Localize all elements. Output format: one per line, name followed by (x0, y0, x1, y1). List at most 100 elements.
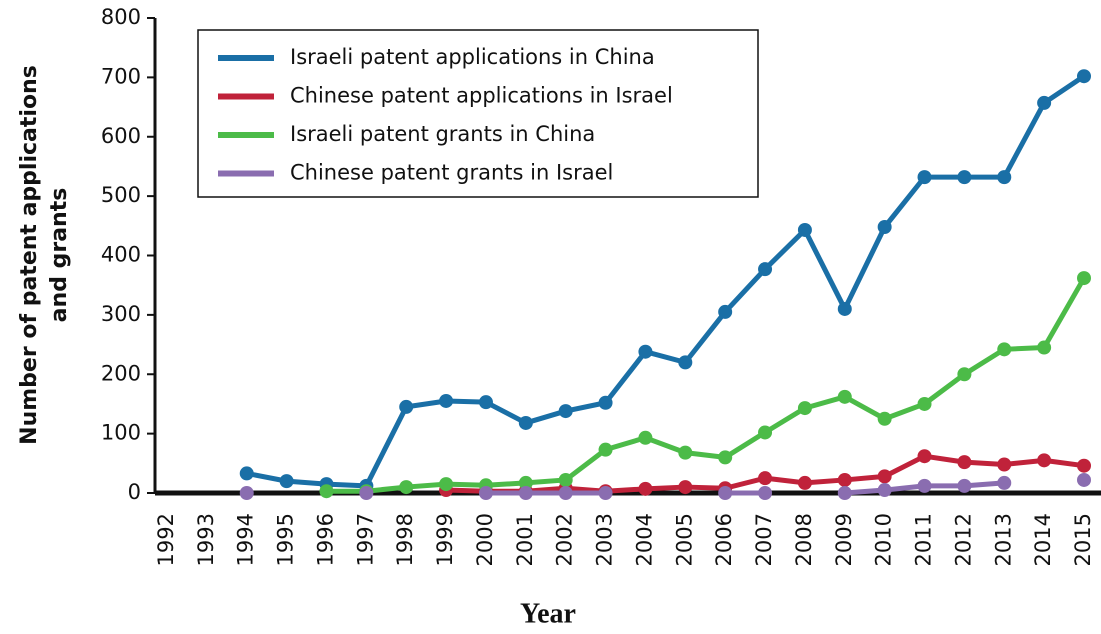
data-point (558, 472, 573, 487)
x-tick-label: 2004 (632, 513, 656, 566)
x-tick-label: 2005 (672, 513, 696, 566)
x-tick-label: 2007 (752, 513, 776, 566)
x-tick-label: 1995 (274, 513, 298, 566)
x-tick-label: 2012 (951, 513, 975, 566)
y-axis-title: Number of patent applications (17, 65, 42, 445)
x-tick-label: 1994 (234, 513, 258, 566)
data-point (997, 457, 1012, 472)
x-tick-label: 2006 (712, 513, 736, 566)
data-point (997, 475, 1012, 490)
data-point (837, 472, 852, 487)
legend-box (197, 29, 759, 198)
legend-label: Israeli patent applications in China (290, 45, 655, 69)
data-point (917, 170, 932, 185)
data-point (678, 445, 693, 460)
data-point (917, 449, 932, 464)
y-tick-label: 200 (101, 361, 141, 385)
data-point (678, 355, 693, 370)
data-point (399, 399, 414, 414)
data-point (837, 389, 852, 404)
data-point (399, 480, 414, 495)
y-tick-label: 400 (101, 243, 141, 267)
data-point (957, 455, 972, 470)
data-point (1077, 472, 1091, 487)
data-point (359, 486, 374, 500)
data-point (997, 342, 1012, 357)
x-tick-label: 2011 (912, 513, 936, 566)
y-tick-label: 500 (101, 183, 141, 207)
data-point (957, 478, 972, 493)
y-axis-title: and grants (47, 188, 72, 323)
legend-label: Israeli patent grants in China (290, 122, 595, 146)
data-point (518, 415, 533, 430)
data-point (997, 170, 1012, 185)
x-tick-label: 2010 (872, 513, 896, 566)
data-point (837, 301, 852, 316)
x-tick-label: 2009 (832, 513, 856, 566)
data-point (478, 486, 493, 500)
data-point (758, 486, 773, 500)
data-point (439, 393, 454, 408)
data-point (678, 480, 693, 495)
data-point (877, 220, 892, 234)
x-tick-label: 1993 (194, 513, 218, 566)
data-point (1077, 458, 1091, 473)
legend-label: Chinese patent grants in Israel (290, 161, 613, 185)
data-point (558, 404, 573, 419)
data-point (518, 475, 533, 490)
y-tick-label: 600 (101, 124, 141, 148)
x-tick-label: 2014 (1031, 513, 1055, 566)
x-tick-label: 2002 (553, 513, 577, 566)
data-point (518, 486, 533, 500)
data-point (319, 484, 334, 499)
x-tick-label: 1999 (433, 513, 457, 566)
data-point (239, 486, 254, 500)
series-line (246, 74, 1086, 489)
data-point (837, 486, 852, 500)
y-tick-label: 0 (128, 480, 141, 504)
data-point (797, 475, 812, 490)
data-point (758, 425, 773, 440)
data-point (718, 304, 733, 319)
x-tick-label: 2000 (473, 513, 497, 566)
data-point (957, 367, 972, 382)
data-point (439, 477, 454, 492)
data-point (718, 450, 733, 465)
x-axis-title: Year (520, 598, 576, 629)
data-point (718, 486, 733, 500)
legend-label: Chinese patent applications in Israel (290, 84, 673, 108)
data-point (638, 344, 653, 359)
data-point (598, 486, 613, 500)
data-point (758, 262, 773, 277)
x-tick-label: 2001 (513, 513, 537, 566)
x-tick-label: 1992 (154, 513, 178, 566)
y-tick-label: 300 (101, 302, 141, 326)
data-point (758, 471, 773, 486)
data-point (239, 466, 254, 481)
data-point (797, 401, 812, 416)
x-tick-label: 2013 (991, 513, 1015, 566)
data-point (957, 170, 972, 185)
y-tick-label: 700 (101, 64, 141, 88)
data-point (1037, 453, 1052, 468)
x-tick-label: 2008 (792, 513, 816, 566)
data-point (917, 396, 932, 411)
data-point (638, 430, 653, 445)
data-point (598, 442, 613, 457)
data-point (478, 395, 493, 410)
data-point (917, 478, 932, 493)
data-point (1077, 69, 1091, 84)
data-point (1037, 340, 1052, 355)
x-tick-label: 1996 (313, 513, 337, 566)
x-tick-label: 1997 (353, 513, 377, 566)
data-point (1037, 95, 1052, 110)
data-point (877, 411, 892, 426)
y-tick-label: 100 (101, 421, 141, 445)
data-point (797, 222, 812, 237)
data-point (638, 481, 653, 496)
data-point (558, 486, 573, 500)
data-point (877, 483, 892, 498)
data-point (1077, 271, 1091, 286)
x-tick-label: 2015 (1071, 513, 1095, 566)
